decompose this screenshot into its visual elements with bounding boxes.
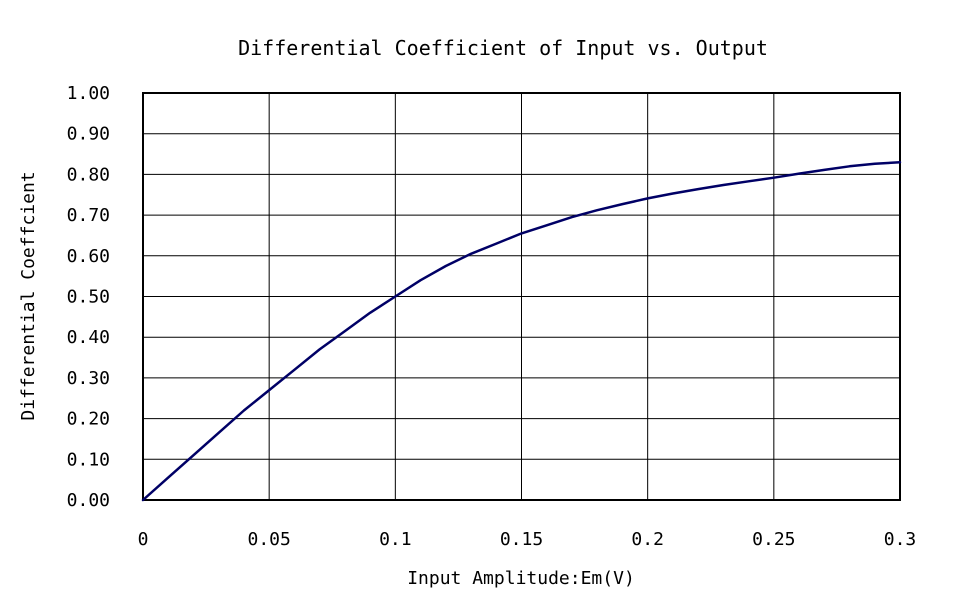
y-tick-label: 1.00 (67, 83, 110, 104)
y-tick-label: 0.20 (67, 409, 110, 430)
grid (143, 93, 900, 500)
x-tick-label: 0.05 (247, 529, 290, 550)
x-tick-label: 0 (138, 529, 149, 550)
y-tick-label: 0.70 (67, 205, 110, 226)
series (141, 160, 902, 502)
chart-title: Differential Coefficient of Input vs. Ou… (238, 36, 768, 60)
x-axis-ticks: 0 0.05 0.1 0.15 0.2 0.25 0.3 (138, 529, 917, 550)
plot-area-frame (142, 92, 901, 501)
x-tick-label: 0.1 (379, 529, 412, 550)
x-axis-label: Input Amplitude:Em(V) (407, 568, 635, 589)
x-tick-label: 0.3 (884, 529, 917, 550)
y-tick-label: 0.00 (67, 490, 110, 511)
y-axis-ticks: 0.00 0.10 0.20 0.30 0.40 0.50 0.60 0.70 0.80 0.90… (67, 83, 110, 511)
y-tick-label: 0.80 (67, 164, 110, 185)
x-tick-label: 0.2 (631, 529, 664, 550)
y-tick-label: 0.50 (67, 287, 110, 308)
y-tick-label: 0.40 (67, 327, 110, 348)
x-tick-label: 0.25 (752, 529, 795, 550)
y-tick-label: 0.30 (67, 368, 110, 389)
x-tick-label: 0.15 (500, 529, 543, 550)
y-axis-label: Differential Coeffcient (18, 171, 39, 420)
y-tick-label: 0.90 (67, 124, 110, 145)
y-tick-label: 0.10 (67, 449, 110, 470)
y-tick-label: 0.60 (67, 246, 110, 267)
series-line (141, 160, 902, 502)
